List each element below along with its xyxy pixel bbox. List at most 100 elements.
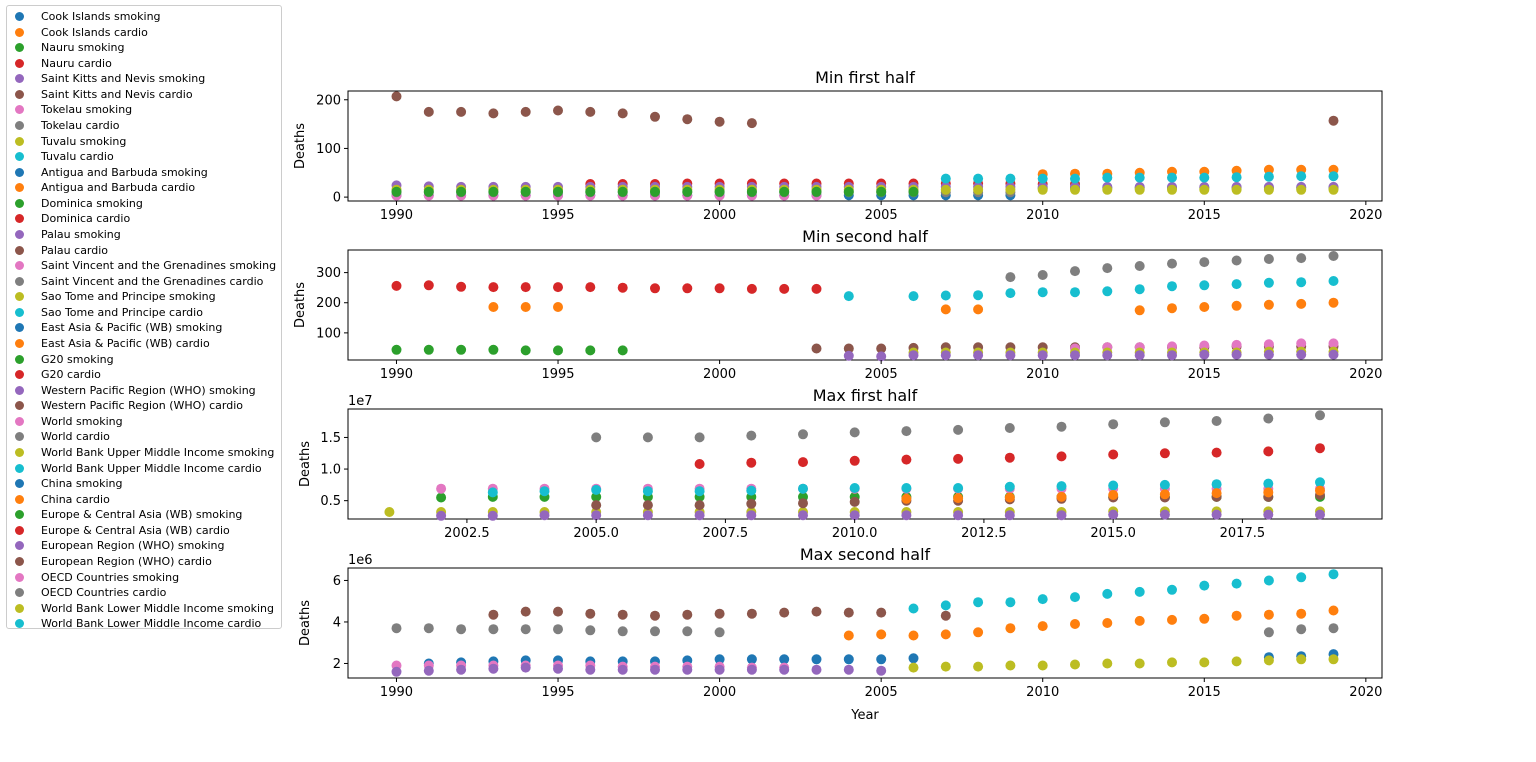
- data-point: [1005, 272, 1016, 283]
- data-point: [391, 280, 402, 291]
- legend-item: European Region (WHO) cardio: [15, 554, 212, 569]
- data-point: [642, 510, 653, 521]
- data-point: [1328, 349, 1339, 360]
- y-axis-label: Deaths: [293, 282, 308, 328]
- y-axis-label: Deaths: [298, 441, 313, 487]
- data-point: [1005, 597, 1016, 608]
- data-point: [591, 484, 602, 495]
- legend-marker: [15, 354, 24, 364]
- data-point: [1199, 657, 1210, 668]
- data-point: [940, 304, 951, 315]
- data-point: [843, 607, 854, 618]
- legend-item: Cook Islands smoking: [15, 9, 161, 24]
- data-point: [901, 483, 912, 493]
- data-point: [1231, 172, 1242, 183]
- x-tick-label: 2010.0: [832, 526, 878, 541]
- data-point: [1199, 340, 1210, 351]
- data-point: [940, 350, 951, 361]
- data-point: [694, 510, 705, 521]
- data-point: [456, 344, 467, 355]
- data-point: [798, 457, 808, 468]
- data-point: [1037, 350, 1048, 361]
- x-tick-label: 2020: [1349, 208, 1382, 223]
- data-point: [714, 627, 725, 638]
- legend-item: Tuvalu smoking: [15, 134, 126, 149]
- data-point: [1263, 184, 1274, 195]
- data-point: [1296, 349, 1307, 360]
- data-point: [1315, 443, 1325, 454]
- data-point: [908, 350, 919, 361]
- legend-label: European Region (WHO) smoking: [41, 539, 225, 553]
- legend-item: East Asia & Pacific (WB) cardio: [15, 336, 210, 351]
- data-point: [423, 623, 434, 634]
- data-point: [849, 510, 860, 521]
- data-point: [876, 186, 887, 197]
- data-point: [811, 283, 822, 294]
- legend-label: Palau smoking: [41, 227, 121, 241]
- data-point: [617, 609, 628, 620]
- data-point: [1263, 446, 1274, 457]
- legend-label: Cook Islands smoking: [41, 10, 161, 23]
- legend-marker: [15, 261, 24, 271]
- data-point: [1005, 623, 1016, 634]
- x-tick-label: 2017.5: [1220, 526, 1266, 541]
- data-point: [1328, 251, 1339, 261]
- data-point: [940, 629, 951, 640]
- legend-marker: [15, 323, 24, 333]
- legend-item: Tokelau smoking: [15, 102, 132, 117]
- data-point: [714, 116, 725, 127]
- data-point: [488, 282, 499, 293]
- data-point: [901, 510, 912, 521]
- subplot-title: Min second half: [802, 227, 928, 246]
- legend-label: World Bank Lower Middle Income cardio: [41, 617, 262, 631]
- legend-item: Tokelau cardio: [15, 118, 119, 133]
- data-point: [642, 500, 653, 511]
- data-point: [1134, 658, 1145, 669]
- data-point: [520, 186, 531, 197]
- legend-label: Europe & Central Asia (WB) cardio: [41, 523, 230, 537]
- data-point: [901, 454, 912, 465]
- data-point: [1328, 605, 1339, 616]
- data-point: [876, 343, 887, 354]
- y-tick-label: 4: [333, 615, 341, 630]
- data-point: [746, 457, 757, 468]
- data-point: [682, 283, 693, 294]
- data-point: [1199, 613, 1210, 624]
- legend-marker: [15, 401, 24, 411]
- data-point: [1056, 491, 1067, 502]
- data-point: [520, 345, 531, 356]
- data-point: [436, 510, 447, 521]
- y-tick-label: 1.5: [320, 431, 341, 446]
- x-tick-label: 2015: [1188, 208, 1221, 223]
- data-point: [1004, 492, 1015, 503]
- legend-marker: [15, 120, 24, 130]
- legend-item: China smoking: [15, 476, 122, 491]
- data-point: [843, 350, 854, 361]
- data-point: [642, 432, 653, 443]
- data-point: [553, 105, 563, 116]
- data-point: [1328, 297, 1339, 308]
- data-point: [1102, 184, 1113, 195]
- data-point: [1296, 277, 1307, 288]
- legend-label: Cook Islands cardio: [41, 25, 148, 39]
- legend-marker: [15, 510, 24, 520]
- data-point: [953, 510, 964, 521]
- data-point: [973, 661, 984, 672]
- legend-marker: [15, 447, 24, 457]
- data-point: [876, 607, 887, 618]
- legend-label: Tokelau smoking: [41, 103, 133, 117]
- data-point: [585, 106, 596, 117]
- legend-label: Tuvalu cardio: [41, 150, 114, 164]
- data-point: [940, 290, 951, 301]
- legend-label: Nauru cardio: [41, 56, 112, 70]
- data-point: [1108, 480, 1119, 491]
- legend-item: Palau smoking: [15, 227, 121, 242]
- legend-marker: [15, 152, 24, 162]
- legend-item: World cardio: [15, 429, 110, 444]
- data-point: [1199, 580, 1210, 591]
- data-point: [746, 430, 757, 441]
- data-point: [746, 118, 757, 129]
- data-point: [1004, 423, 1015, 433]
- data-point: [973, 350, 984, 361]
- legend-item: G20 cardio: [15, 367, 101, 382]
